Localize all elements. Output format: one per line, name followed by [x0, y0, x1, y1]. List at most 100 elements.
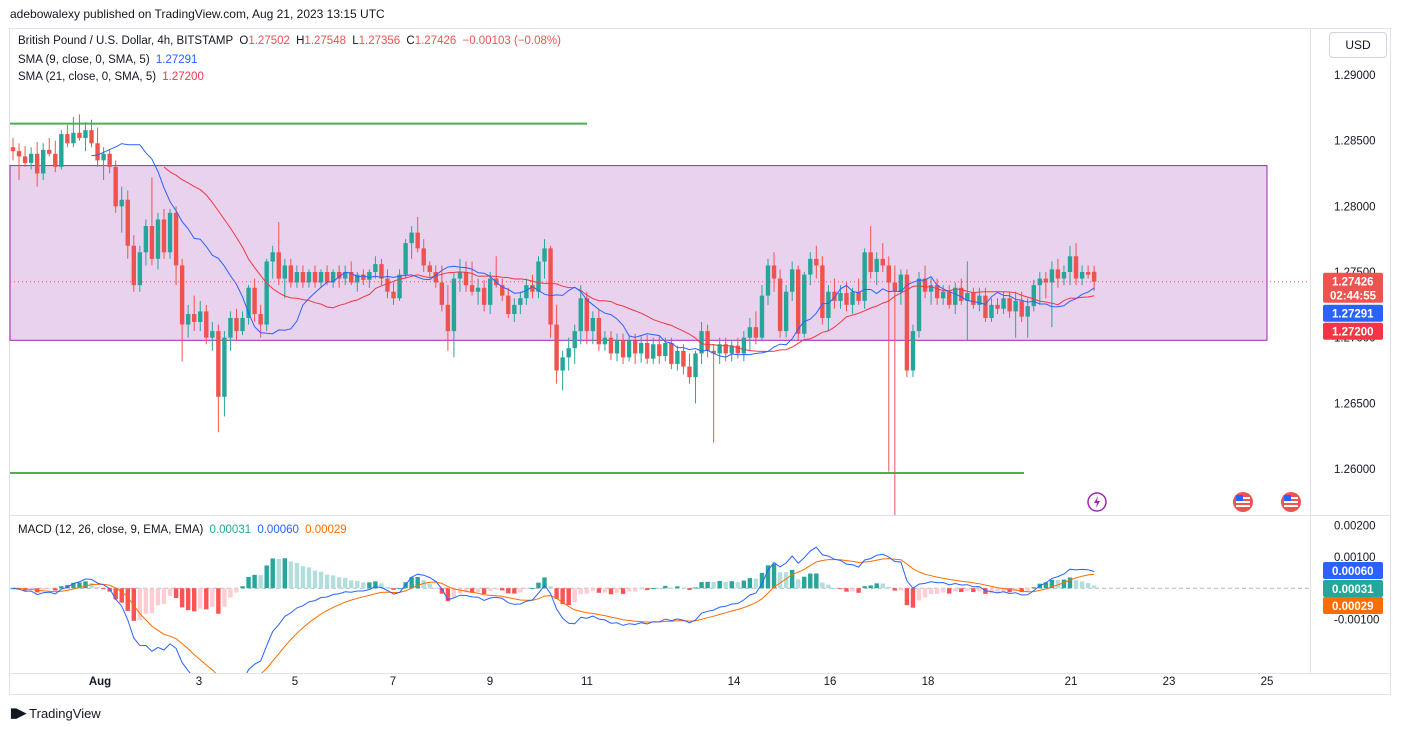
- candle-body: [240, 317, 245, 332]
- lightning-event-icon[interactable]: [1087, 492, 1107, 512]
- macd-histogram-bar: [216, 588, 221, 614]
- candle-body: [487, 278, 493, 305]
- macd-legend[interactable]: MACD (12, 26, close, 9, EMA, EMA) 0.0003…: [18, 524, 350, 536]
- countdown-label: 02:44:55: [1330, 291, 1377, 303]
- candle-body: [179, 265, 185, 325]
- macd-histogram-bar: [808, 573, 813, 589]
- macd-histogram-bar: [862, 586, 867, 589]
- us-flag-event-icon[interactable]: [1233, 492, 1253, 512]
- candle-body: [161, 219, 167, 253]
- candle-body: [808, 258, 813, 275]
- macd-histogram-bar: [41, 588, 46, 591]
- low-label: L: [352, 35, 359, 47]
- macd-histogram-bar: [1085, 583, 1091, 589]
- macd-histogram-bar: [367, 582, 372, 589]
- time-tick-label: 18: [922, 676, 935, 688]
- macd-histogram-bar: [705, 581, 710, 589]
- macd-histogram-bar: [1025, 588, 1030, 592]
- candle-body: [324, 272, 330, 283]
- macd-histogram-bar: [977, 588, 982, 592]
- candle-body: [204, 311, 209, 338]
- high-label: H: [296, 35, 305, 47]
- macd-histogram-bar: [747, 578, 753, 589]
- candle-body: [1085, 272, 1091, 275]
- macd-histogram-bar: [759, 572, 765, 589]
- sma9-line: [91, 143, 1095, 358]
- macd-histogram-bar: [699, 582, 704, 589]
- macd-histogram-bar: [445, 588, 451, 602]
- candle-body: [947, 291, 952, 305]
- candle-body: [28, 153, 34, 163]
- macd-histogram-bar: [675, 586, 680, 589]
- candle-body: [566, 348, 571, 358]
- macd-histogram-bar: [415, 577, 420, 589]
- candle-body: [312, 272, 318, 283]
- candle-body: [953, 287, 958, 305]
- macd-histogram-bar: [717, 580, 722, 589]
- currency-button[interactable]: USD: [1329, 32, 1387, 58]
- sma21-line: [163, 166, 1095, 352]
- candle-body: [228, 317, 233, 338]
- macd-histogram-bar: [512, 588, 517, 594]
- symbol-title[interactable]: British Pound / U.S. Dollar, 4h, BITSTAM…: [18, 35, 234, 47]
- macd-histogram-bar: [71, 582, 76, 589]
- candle-body: [379, 264, 384, 279]
- candle-body: [524, 285, 529, 299]
- candle-body: [457, 272, 463, 279]
- macd-histogram-bar: [789, 569, 795, 589]
- sma21-legend[interactable]: SMA (21, close, 0, SMA, 5) 1.27200: [18, 71, 207, 83]
- sma9-legend[interactable]: SMA (9, close, 0, SMA, 5) 1.27291: [18, 54, 200, 66]
- macd-histogram-bar: [940, 588, 946, 593]
- us-flag-event-icon[interactable]: [1281, 492, 1301, 512]
- macd-histogram-bar: [457, 588, 463, 594]
- macd-histogram-bar: [433, 587, 438, 589]
- macd-histogram-bar: [632, 588, 638, 592]
- candle-body: [705, 331, 710, 351]
- macd-histogram-bar: [397, 588, 402, 590]
- candle-body: [173, 212, 179, 266]
- macd-histogram-bar: [566, 588, 571, 606]
- candle-body: [343, 272, 348, 279]
- macd-name: MACD (12, 26, close, 9, EMA, EMA): [18, 524, 204, 536]
- candle-body: [1025, 306, 1030, 317]
- candle-body: [783, 291, 789, 332]
- candle-body: [475, 287, 481, 292]
- candle-body: [638, 342, 644, 354]
- tradingview-logo[interactable]: ▮▶ TradingView: [10, 705, 101, 721]
- candle-body: [318, 272, 324, 283]
- candle-body: [355, 274, 360, 283]
- macd-histogram-bar: [771, 563, 777, 589]
- tradingview-logo-icon: ▮▶: [10, 705, 26, 720]
- candle-body: [336, 272, 342, 279]
- macd-histogram-bar: [1031, 587, 1036, 589]
- macd-histogram-bar: [83, 581, 88, 589]
- macd-lines: [12, 546, 1095, 673]
- candle-body: [361, 274, 366, 280]
- candle-body: [1091, 271, 1097, 282]
- candle-body: [735, 345, 740, 354]
- macd-histogram-bar: [282, 558, 287, 589]
- macd-histogram-bar: [252, 574, 257, 589]
- time-tick-label: 9: [487, 676, 493, 688]
- candle-body: [838, 293, 843, 301]
- candle-body: [717, 344, 722, 354]
- candle-body: [578, 298, 583, 332]
- macd-histogram-bar: [53, 588, 58, 591]
- macd-histogram-bar: [638, 588, 644, 590]
- candle-body: [645, 342, 650, 359]
- macd-histogram-bar: [1019, 588, 1024, 593]
- chart-frame: [9, 28, 1391, 695]
- macd-histogram-bar: [391, 588, 396, 590]
- macd-histogram-bar: [687, 588, 692, 590]
- macd-histogram-bar: [439, 588, 445, 594]
- macd-histogram-bar: [777, 572, 783, 589]
- candle-body: [1049, 269, 1055, 283]
- macd-histogram-bar: [947, 588, 952, 594]
- candle-body: [977, 295, 982, 305]
- macd-histogram-bar: [324, 574, 330, 589]
- candle-body: [1073, 256, 1079, 279]
- candle-body: [747, 327, 753, 338]
- sma9-value: 1.27291: [155, 54, 198, 66]
- candle-body: [542, 248, 547, 262]
